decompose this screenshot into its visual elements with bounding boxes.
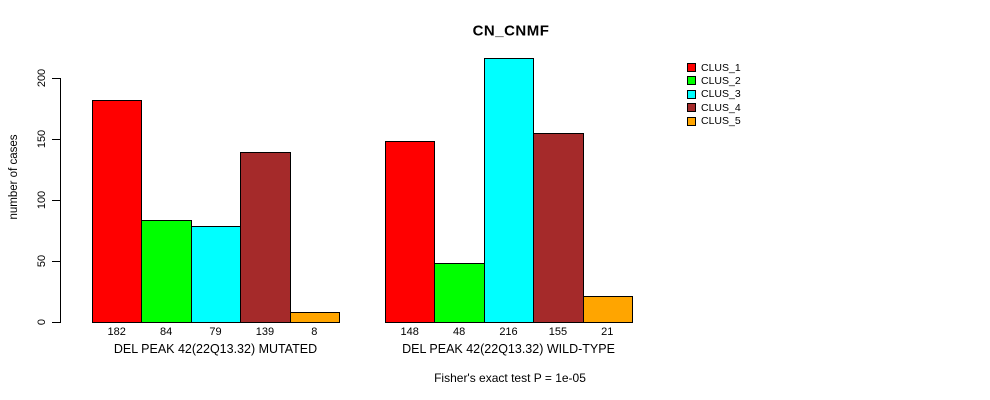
bar-clus_1-group2 (385, 141, 436, 323)
legend-label-clus_3: CLUS_3 (701, 88, 741, 101)
chart-title: CN_CNMF (472, 22, 550, 40)
bar-value-label: 48 (452, 326, 466, 338)
x-group-label: DEL PEAK 42(22Q13.32) MUTATED (113, 342, 318, 356)
bar-clus_4-group1 (240, 152, 291, 323)
bar-clus_2-group2 (434, 263, 485, 323)
y-tick-label: 200 (36, 68, 48, 88)
y-axis-line (60, 78, 61, 323)
bar-value-label: 182 (107, 326, 126, 338)
bar-value-label: 79 (209, 326, 222, 338)
bar-value-label: 148 (400, 326, 419, 338)
legend-swatch-clus_3 (687, 89, 696, 99)
x-group-label: DEL PEAK 42(22Q13.32) WILD-TYPE (402, 342, 615, 356)
footnote-fishers-test: Fisher's exact test P = 1e-05 (434, 371, 586, 385)
legend-label-clus_2: CLUS_2 (701, 74, 741, 87)
y-tick-mark (52, 200, 60, 201)
bar-clus_4-group2 (533, 132, 584, 323)
bar-value-label: 84 (159, 326, 173, 338)
bar-clus_2-group1 (141, 219, 192, 323)
y-tick-mark (52, 139, 60, 140)
bar-value-label: 155 (548, 326, 568, 338)
y-tick-mark (52, 261, 60, 262)
legend-label-clus_5: CLUS_5 (701, 115, 741, 128)
bar-value-label: 139 (255, 326, 275, 338)
bar-value-label: 216 (499, 326, 518, 338)
y-tick-label: 100 (36, 190, 48, 210)
bar-value-label: 8 (311, 326, 318, 338)
legend-label-clus_1: CLUS_1 (701, 61, 741, 74)
legend-swatch-clus_4 (687, 103, 696, 113)
y-tick-mark (52, 78, 60, 79)
bar-clus_1-group1 (92, 99, 143, 323)
y-tick-label: 50 (36, 254, 48, 268)
bar-clus_5-group2 (582, 296, 633, 323)
legend-swatch-clus_5 (687, 116, 696, 126)
bar-clus_3-group1 (190, 225, 242, 323)
bar-clus_5-group1 (289, 312, 340, 323)
y-tick-label: 150 (36, 129, 48, 149)
y-tick-label: 0 (36, 318, 48, 326)
legend-swatch-clus_1 (687, 63, 696, 72)
bar-clus_3-group2 (483, 58, 535, 323)
y-tick-mark (52, 322, 60, 323)
legend-swatch-clus_2 (687, 76, 696, 86)
legend-label-clus_4: CLUS_4 (701, 101, 741, 114)
bar-value-label: 21 (601, 326, 614, 338)
